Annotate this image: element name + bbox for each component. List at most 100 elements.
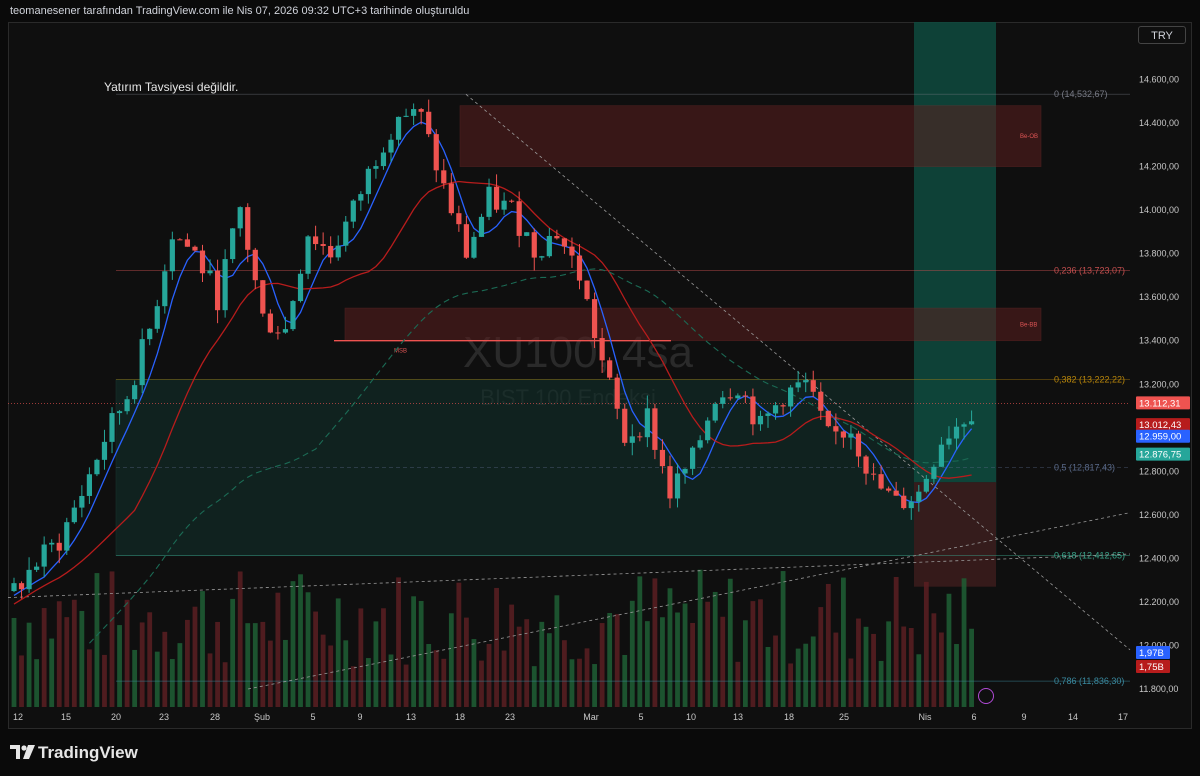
volume-bar xyxy=(177,643,183,707)
y-tick-label: 14.200,00 xyxy=(1139,162,1179,172)
candle-body xyxy=(931,466,937,479)
candle-body xyxy=(358,194,364,201)
zone-label: Be-OB xyxy=(1020,134,1038,140)
candle-body xyxy=(313,236,319,245)
candle-body xyxy=(795,382,801,388)
candle-body xyxy=(101,441,108,460)
volume-bar xyxy=(109,571,115,707)
volume-bar xyxy=(87,649,92,707)
candle-body xyxy=(71,507,77,523)
candle-body xyxy=(237,207,243,229)
volume-bar xyxy=(79,610,85,707)
candle-body xyxy=(584,280,590,300)
ema-dashed-line xyxy=(89,268,972,644)
volume-bar xyxy=(750,601,756,707)
x-tick-label: Mar xyxy=(583,712,599,722)
volume-bar xyxy=(954,644,959,707)
candle-body xyxy=(403,115,409,117)
candle-body xyxy=(169,239,175,272)
volume-bar xyxy=(464,617,469,707)
candle-body xyxy=(659,449,666,467)
candle-body xyxy=(328,245,334,258)
price-label-box xyxy=(1136,418,1190,432)
volume-bar xyxy=(607,613,613,707)
volume-bar xyxy=(94,573,100,707)
x-tick-label: 15 xyxy=(61,712,71,722)
y-tick-label: 11.800,00 xyxy=(1139,684,1178,694)
candle-body xyxy=(569,246,575,256)
candle-body xyxy=(901,495,907,509)
x-tick-label: 10 xyxy=(686,712,696,722)
candle-body xyxy=(350,200,356,222)
fib-level-label: 0,786 (11,836,30) xyxy=(1054,676,1124,686)
candle-body xyxy=(132,385,138,400)
volume-bar xyxy=(961,578,967,707)
volume-bar xyxy=(825,583,831,707)
candle-body xyxy=(441,170,447,184)
candle-body xyxy=(199,250,206,274)
volume-bar xyxy=(577,658,582,707)
candle-body xyxy=(433,134,439,171)
candle-body xyxy=(154,306,160,329)
x-tick-label: 18 xyxy=(784,712,794,722)
volume-bar xyxy=(328,645,334,707)
replay-icon[interactable] xyxy=(978,688,994,704)
volume-bar xyxy=(727,578,733,707)
volume-bar xyxy=(735,661,741,707)
candle-body xyxy=(86,474,92,496)
volume-bar xyxy=(841,577,846,707)
candle-body xyxy=(848,433,854,438)
candle-body xyxy=(380,152,387,167)
volume-bar xyxy=(923,581,929,707)
x-tick-label: 5 xyxy=(638,712,643,722)
fib-box-shade xyxy=(115,379,997,556)
volume-bar xyxy=(230,598,236,707)
currency-button[interactable]: TRY xyxy=(1138,26,1186,44)
y-tick-label: 14.400,00 xyxy=(1139,118,1179,128)
candle-body xyxy=(772,405,779,414)
candle-body xyxy=(290,301,296,330)
candle-body xyxy=(448,183,454,214)
y-tick-label: 12.400,00 xyxy=(1139,553,1179,563)
candle-body xyxy=(64,522,70,551)
candle-body xyxy=(139,339,145,386)
volume-bar xyxy=(448,613,454,707)
candle-body xyxy=(147,328,153,340)
volume-bar xyxy=(780,571,786,707)
x-tick-label: 5 xyxy=(310,712,315,722)
volume-bar xyxy=(117,625,122,707)
price-label: 12.959,00 xyxy=(1139,432,1181,443)
volume-bar xyxy=(64,617,70,707)
volume-bar xyxy=(931,613,937,707)
x-tick-label: 9 xyxy=(1021,712,1026,722)
candle-body xyxy=(463,224,469,258)
volume-bar xyxy=(546,633,552,707)
volume-bar xyxy=(494,587,499,707)
candle-body xyxy=(833,426,839,432)
candle-body xyxy=(516,201,522,236)
volume-bar xyxy=(969,628,974,707)
volume-bar xyxy=(742,620,748,707)
volume-bar xyxy=(396,577,401,707)
candle-body xyxy=(788,387,794,407)
y-tick-label: 12.000,00 xyxy=(1139,640,1179,650)
candle-body xyxy=(946,438,952,445)
volume-bar xyxy=(592,664,597,707)
volume-bar xyxy=(629,600,635,707)
volume-bar xyxy=(154,651,160,707)
volume-bar xyxy=(222,662,228,707)
x-tick-label: 18 xyxy=(455,712,465,722)
volume-bar xyxy=(162,631,168,707)
candle-body xyxy=(493,186,500,210)
volume-bar xyxy=(192,606,198,707)
candle-body xyxy=(765,413,771,416)
volume-bar xyxy=(863,626,869,707)
candle-body xyxy=(886,488,892,491)
volume-bar xyxy=(411,596,417,707)
x-tick-label: 12 xyxy=(13,712,23,722)
volume-bar xyxy=(682,603,688,707)
candle-body xyxy=(501,200,507,210)
volume-bar xyxy=(908,627,914,707)
volume-bar xyxy=(433,650,439,707)
